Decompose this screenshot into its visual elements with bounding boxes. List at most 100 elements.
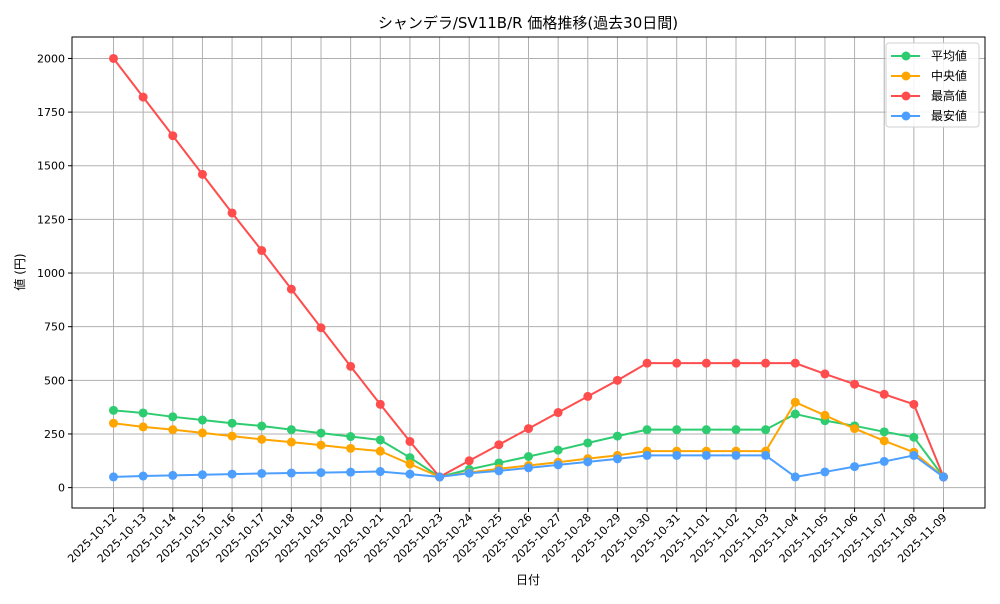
data-point xyxy=(286,425,296,435)
data-point xyxy=(909,432,919,442)
data-point xyxy=(168,412,178,422)
y-tick-label: 250 xyxy=(44,428,65,441)
y-tick-label: 1000 xyxy=(37,267,65,280)
data-point xyxy=(524,463,533,473)
legend-marker xyxy=(901,71,911,81)
data-point xyxy=(109,53,118,63)
data-point xyxy=(464,456,474,466)
data-point xyxy=(168,131,178,141)
data-point xyxy=(138,422,148,432)
data-point xyxy=(583,438,593,448)
data-point xyxy=(761,358,771,368)
data-point xyxy=(612,375,622,385)
data-point xyxy=(464,468,474,478)
data-point xyxy=(168,425,178,435)
legend-marker xyxy=(901,91,911,101)
data-point xyxy=(286,468,296,478)
data-point xyxy=(375,446,385,456)
data-point xyxy=(227,208,237,218)
data-point xyxy=(850,424,860,434)
data-point xyxy=(227,418,237,428)
data-point xyxy=(642,358,652,368)
data-point xyxy=(879,436,889,446)
data-point xyxy=(138,471,148,481)
data-point xyxy=(909,399,919,409)
data-point xyxy=(197,415,207,425)
data-point xyxy=(109,418,118,428)
y-tick-label: 1750 xyxy=(37,106,65,119)
data-point xyxy=(850,379,860,389)
data-point xyxy=(494,466,504,476)
data-point xyxy=(257,434,267,444)
data-point xyxy=(790,358,800,368)
legend-marker xyxy=(901,111,911,121)
data-point xyxy=(553,460,563,470)
ticks: 2025-10-122025-10-132025-10-142025-10-15… xyxy=(37,52,950,565)
data-point xyxy=(879,389,889,399)
data-point xyxy=(553,445,563,455)
series-group xyxy=(109,53,948,482)
data-point xyxy=(672,425,682,435)
data-point xyxy=(375,399,385,409)
data-point xyxy=(909,450,919,460)
data-point xyxy=(405,469,415,479)
data-point xyxy=(790,397,800,407)
data-point xyxy=(405,436,415,446)
data-point xyxy=(109,405,118,415)
data-point xyxy=(524,424,533,434)
legend-label: 最高値 xyxy=(931,88,967,103)
legend-label: 平均値 xyxy=(931,48,967,63)
data-point xyxy=(257,468,267,478)
data-point xyxy=(197,428,207,438)
data-point xyxy=(761,450,771,460)
data-point xyxy=(731,450,741,460)
x-axis-label: 日付 xyxy=(516,573,540,587)
data-point xyxy=(109,472,118,482)
data-point xyxy=(820,369,830,379)
y-tick-label: 750 xyxy=(44,321,65,334)
data-point xyxy=(405,459,415,469)
data-point xyxy=(761,425,771,435)
data-point xyxy=(316,440,326,450)
y-tick-label: 2000 xyxy=(37,52,65,65)
data-point xyxy=(701,358,711,368)
y-axis-label: 値 (円) xyxy=(12,253,27,290)
data-point xyxy=(138,92,148,102)
data-point xyxy=(227,469,237,479)
data-point xyxy=(672,450,682,460)
data-point xyxy=(612,431,622,441)
data-point xyxy=(731,358,741,368)
data-point xyxy=(879,427,889,437)
data-point xyxy=(701,425,711,435)
data-point xyxy=(138,408,148,418)
data-point xyxy=(879,456,889,466)
chart-title: シャンデラ/SV11B/R 価格推移(過去30日間) xyxy=(378,14,678,32)
legend-box xyxy=(885,42,980,128)
data-point xyxy=(227,431,237,441)
legend-label: 中央値 xyxy=(931,68,967,83)
data-point xyxy=(731,425,741,435)
data-point xyxy=(346,467,356,477)
data-point xyxy=(168,470,178,480)
data-point xyxy=(612,454,622,464)
data-point xyxy=(197,470,207,480)
grid xyxy=(72,37,985,508)
data-point xyxy=(286,437,296,447)
data-point xyxy=(286,284,296,294)
data-point xyxy=(257,246,267,256)
data-point xyxy=(939,472,948,482)
data-point xyxy=(524,452,533,462)
data-point xyxy=(375,467,385,477)
data-point xyxy=(197,169,207,179)
data-point xyxy=(553,408,563,418)
data-point xyxy=(642,450,652,460)
data-point xyxy=(820,410,830,420)
data-point xyxy=(435,472,445,482)
data-point xyxy=(346,443,356,453)
data-point xyxy=(790,472,800,482)
y-tick-label: 1250 xyxy=(37,213,65,226)
y-tick-label: 1500 xyxy=(37,160,65,173)
data-point xyxy=(346,361,356,371)
